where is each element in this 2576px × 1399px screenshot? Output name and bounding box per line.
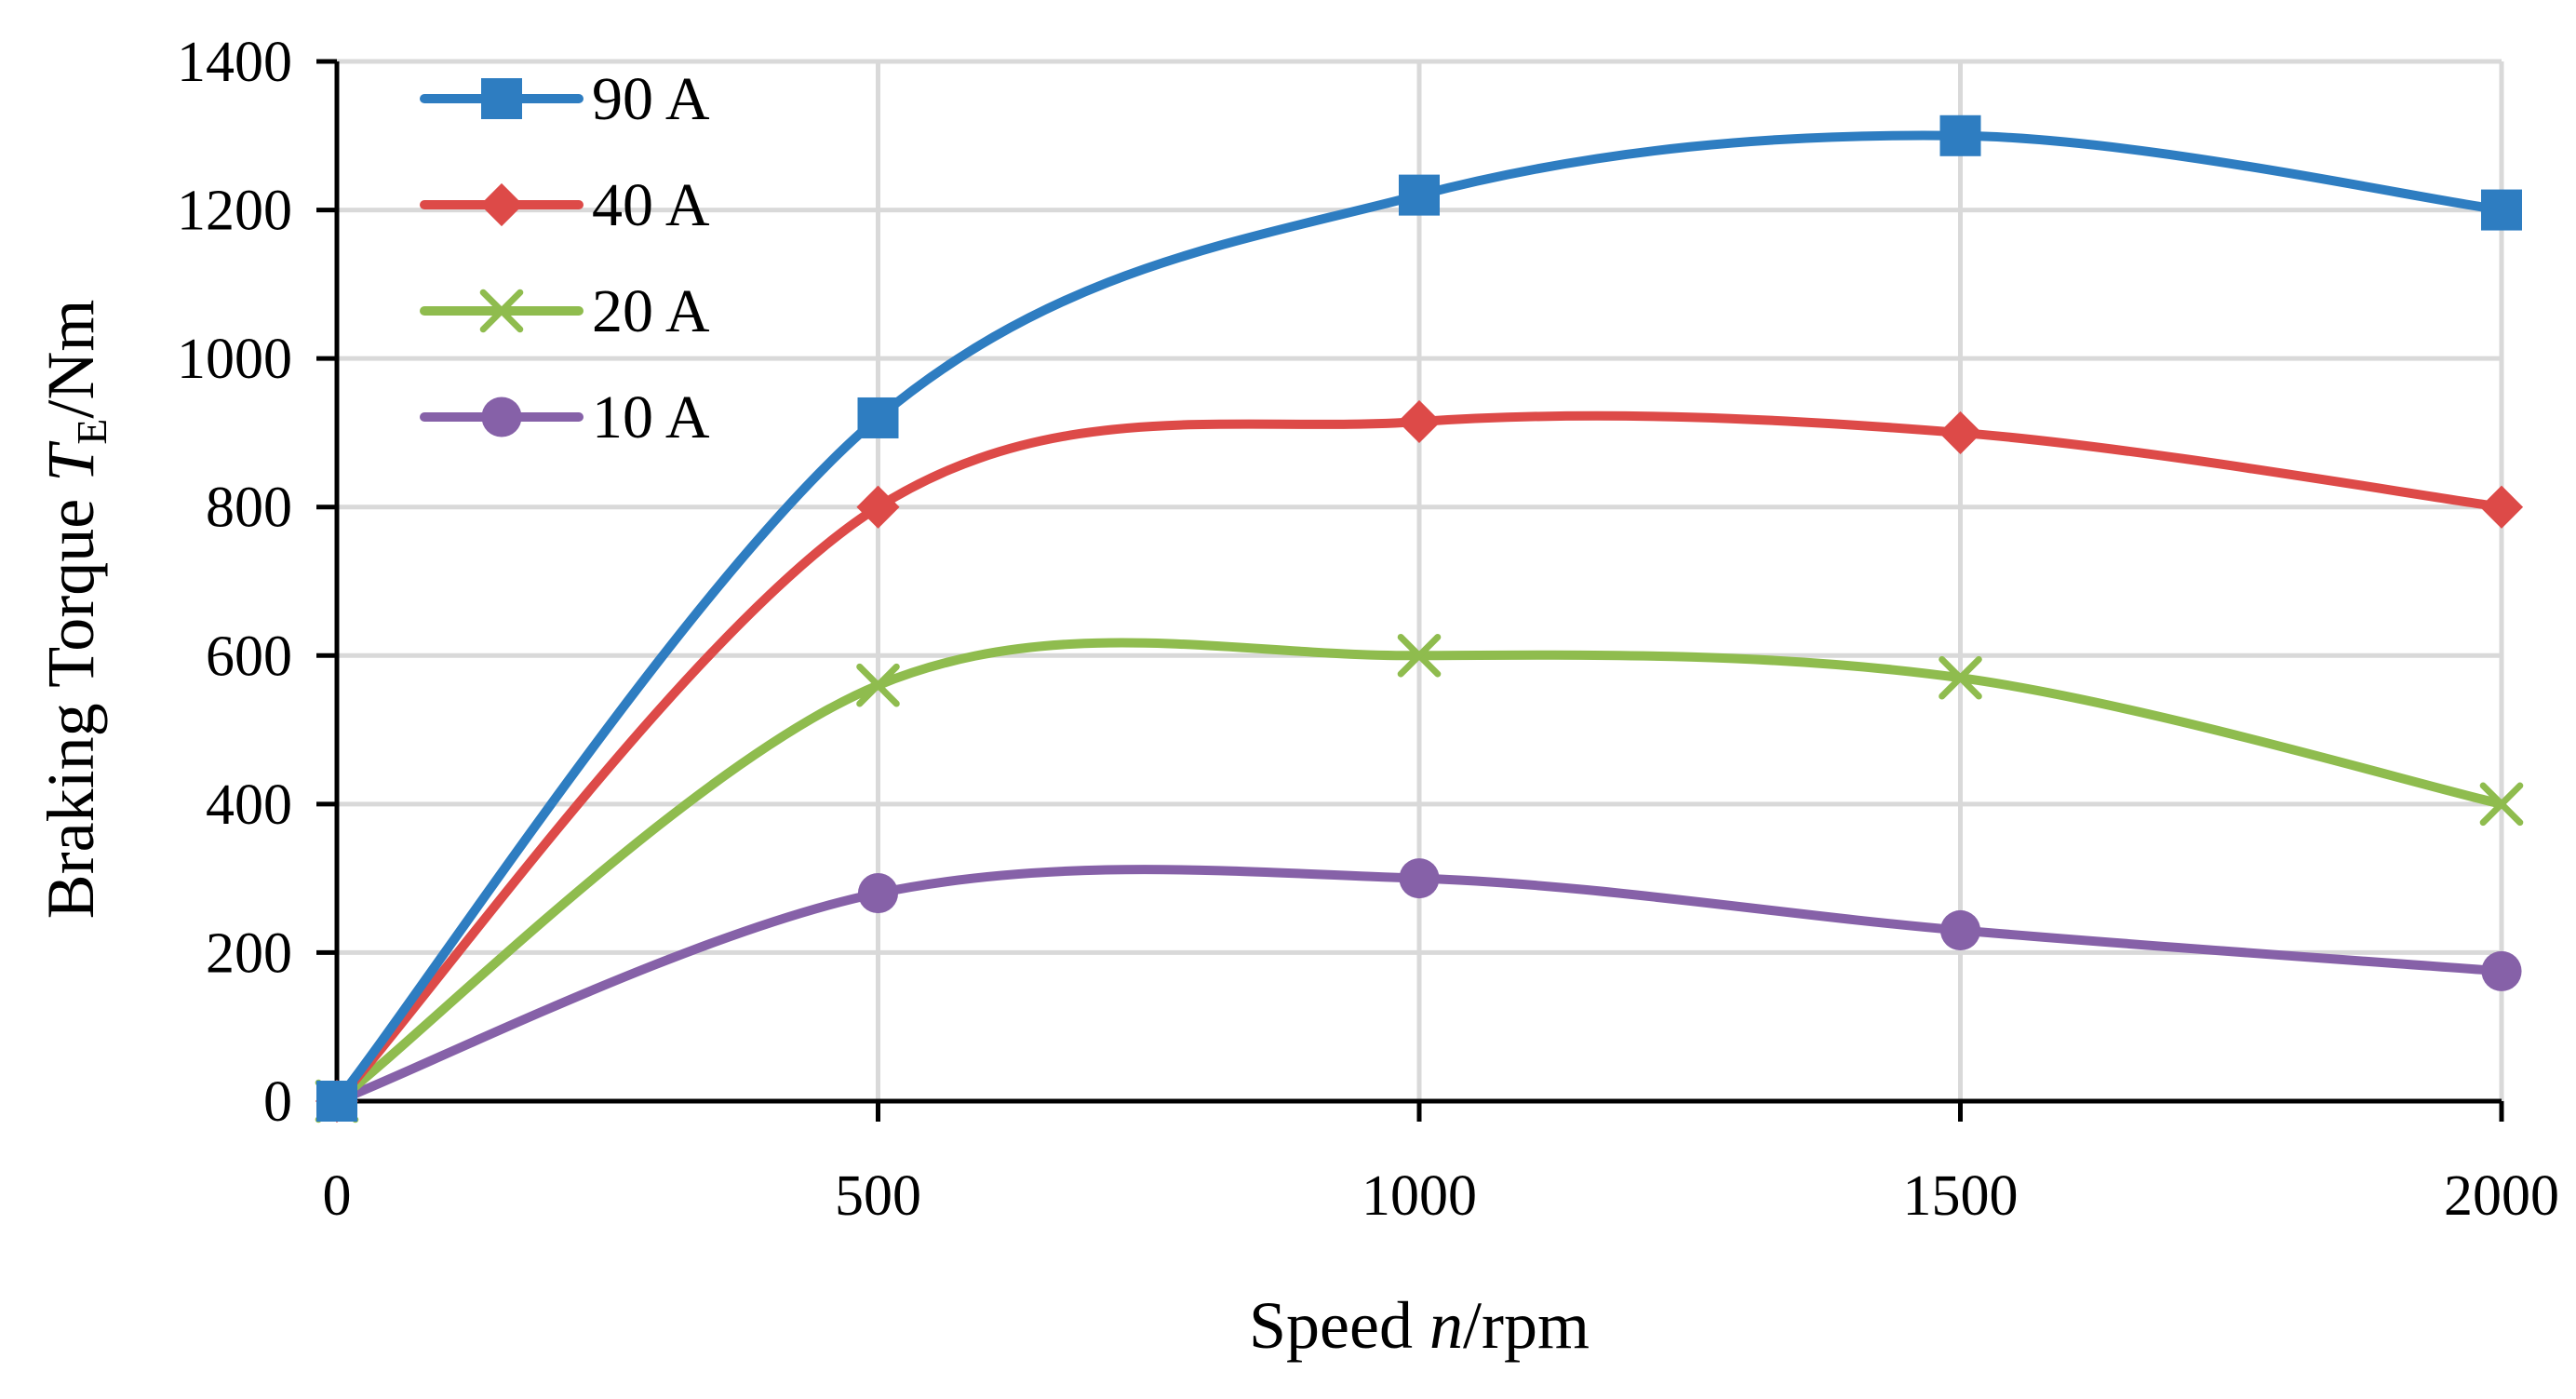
legend-label-90a: 90 A	[592, 65, 710, 133]
data-point-20a-stroke	[1397, 633, 1442, 678]
data-point-40a	[1939, 410, 1982, 455]
legend-item-40a: 40 A	[420, 171, 710, 239]
data-point-20a-stroke	[1939, 655, 1982, 700]
legend-label-10a: 10 A	[592, 383, 710, 451]
data-point-20a	[1939, 655, 1982, 700]
y-tick-label: 200	[206, 921, 292, 985]
data-point-40a	[1397, 399, 1442, 444]
series-line-90a	[332, 130, 2506, 1106]
legend-marker-20a	[479, 289, 524, 333]
data-point-90a	[857, 397, 899, 438]
x-tick-label: 1500	[1903, 1164, 2019, 1228]
data-point-90a	[1399, 174, 1440, 216]
legend-marker-90a	[481, 78, 522, 119]
y-tick-label: 400	[206, 773, 292, 837]
data-point-40a	[2479, 485, 2524, 529]
y-tick-label: 600	[206, 625, 292, 688]
legend-item-10a: 10 A	[420, 383, 710, 451]
series-10a	[316, 858, 2522, 1122]
legend-label-20a: 20 A	[592, 277, 710, 345]
legend: 90 A 40 A 20 A 10 A	[420, 65, 710, 451]
data-point-90a	[2481, 189, 2522, 231]
series-90a	[316, 114, 2522, 1122]
data-point-90a	[316, 1081, 357, 1122]
y-tick-label: 800	[206, 477, 292, 540]
data-point-20a-stroke	[856, 663, 900, 707]
x-tick-label: 2000	[2444, 1164, 2559, 1228]
y-tick-label: 0	[263, 1070, 292, 1134]
y-tick-label: 1400	[177, 31, 292, 94]
data-point-10a	[857, 873, 899, 914]
y-tick-label: 1000	[177, 328, 292, 391]
y-axis-title: Braking Torque TE/Nm	[34, 300, 115, 920]
y-tick-label: 1200	[177, 180, 292, 243]
legend-item-20a: 20 A	[420, 277, 710, 345]
series-group	[315, 114, 2524, 1123]
data-point-10a	[1399, 858, 1440, 899]
data-point-20a	[1397, 633, 1442, 678]
legend-item-90a: 90 A	[420, 65, 710, 133]
legend-label-40a: 40 A	[592, 171, 710, 239]
axes: 0 200 400 600 800 1000 1200 1400 0 500 1000 1500 200…	[177, 31, 2559, 1228]
legend-marker-10a	[481, 397, 522, 437]
data-point-90a	[1939, 114, 1981, 156]
legend-marker-20a-stroke	[479, 289, 524, 333]
data-point-10a	[1939, 909, 1981, 951]
x-axis-title: Speed n/rpm	[1249, 1288, 1590, 1363]
series-line-40a	[332, 410, 2506, 1106]
x-tick-label: 500	[835, 1164, 921, 1228]
data-point-20a	[856, 663, 900, 707]
x-tick-label: 1000	[1362, 1164, 1477, 1228]
data-point-20a-stroke	[2479, 782, 2524, 827]
data-point-20a	[2479, 782, 2524, 827]
data-point-10a	[2481, 950, 2522, 991]
x-tick-label: 0	[323, 1164, 352, 1228]
data-point-40a	[856, 485, 900, 529]
series-line-20a	[332, 638, 2506, 1106]
legend-marker-40a	[479, 182, 524, 227]
